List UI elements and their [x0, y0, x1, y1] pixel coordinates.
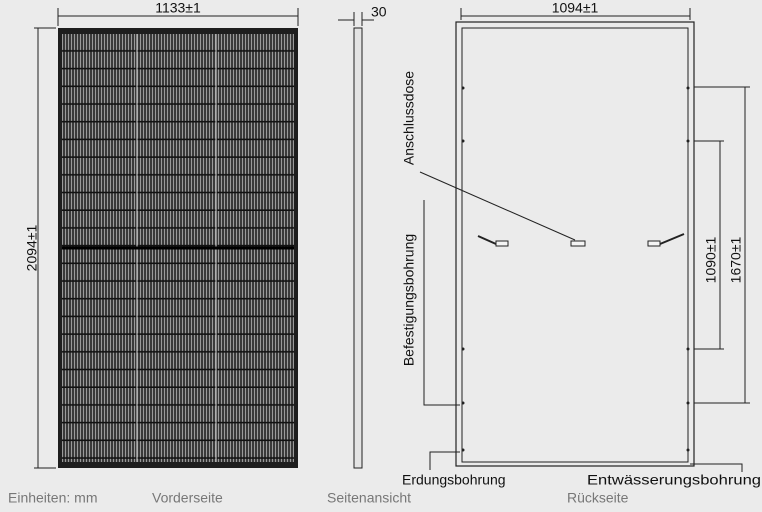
grounding-hole-label: Erdungsbohrung: [402, 472, 506, 488]
inner-spacing-dimension: 1090±1: [703, 236, 719, 283]
drain-hole-label: Entwässerungsbohrung: [587, 472, 761, 488]
junction-box-label: Anschlussdose: [401, 71, 417, 165]
thickness-dimension: 30: [371, 4, 387, 20]
width-dimension: 1133±1: [155, 0, 201, 16]
panel-edge: [353, 27, 363, 469]
width-dimension: 1094±1: [552, 0, 599, 16]
front-caption: Vorderseite: [152, 490, 223, 506]
units-note: Einheiten: mm: [8, 490, 97, 506]
side-caption: Seitenansicht: [327, 490, 411, 506]
back-caption: Rückseite: [567, 490, 629, 506]
front-view: 1133±1 2094±1: [24, 0, 299, 469]
height-dimension: 2094±1: [24, 224, 40, 271]
outer-spacing-dimension: 1670±1: [728, 236, 744, 283]
mounting-hole-label: Befestigungsbohrung: [401, 234, 417, 366]
side-view: 30: [338, 4, 387, 469]
back-view: 1094±1 1090±1 1670±1 Anschlussdose Befes…: [401, 0, 761, 488]
